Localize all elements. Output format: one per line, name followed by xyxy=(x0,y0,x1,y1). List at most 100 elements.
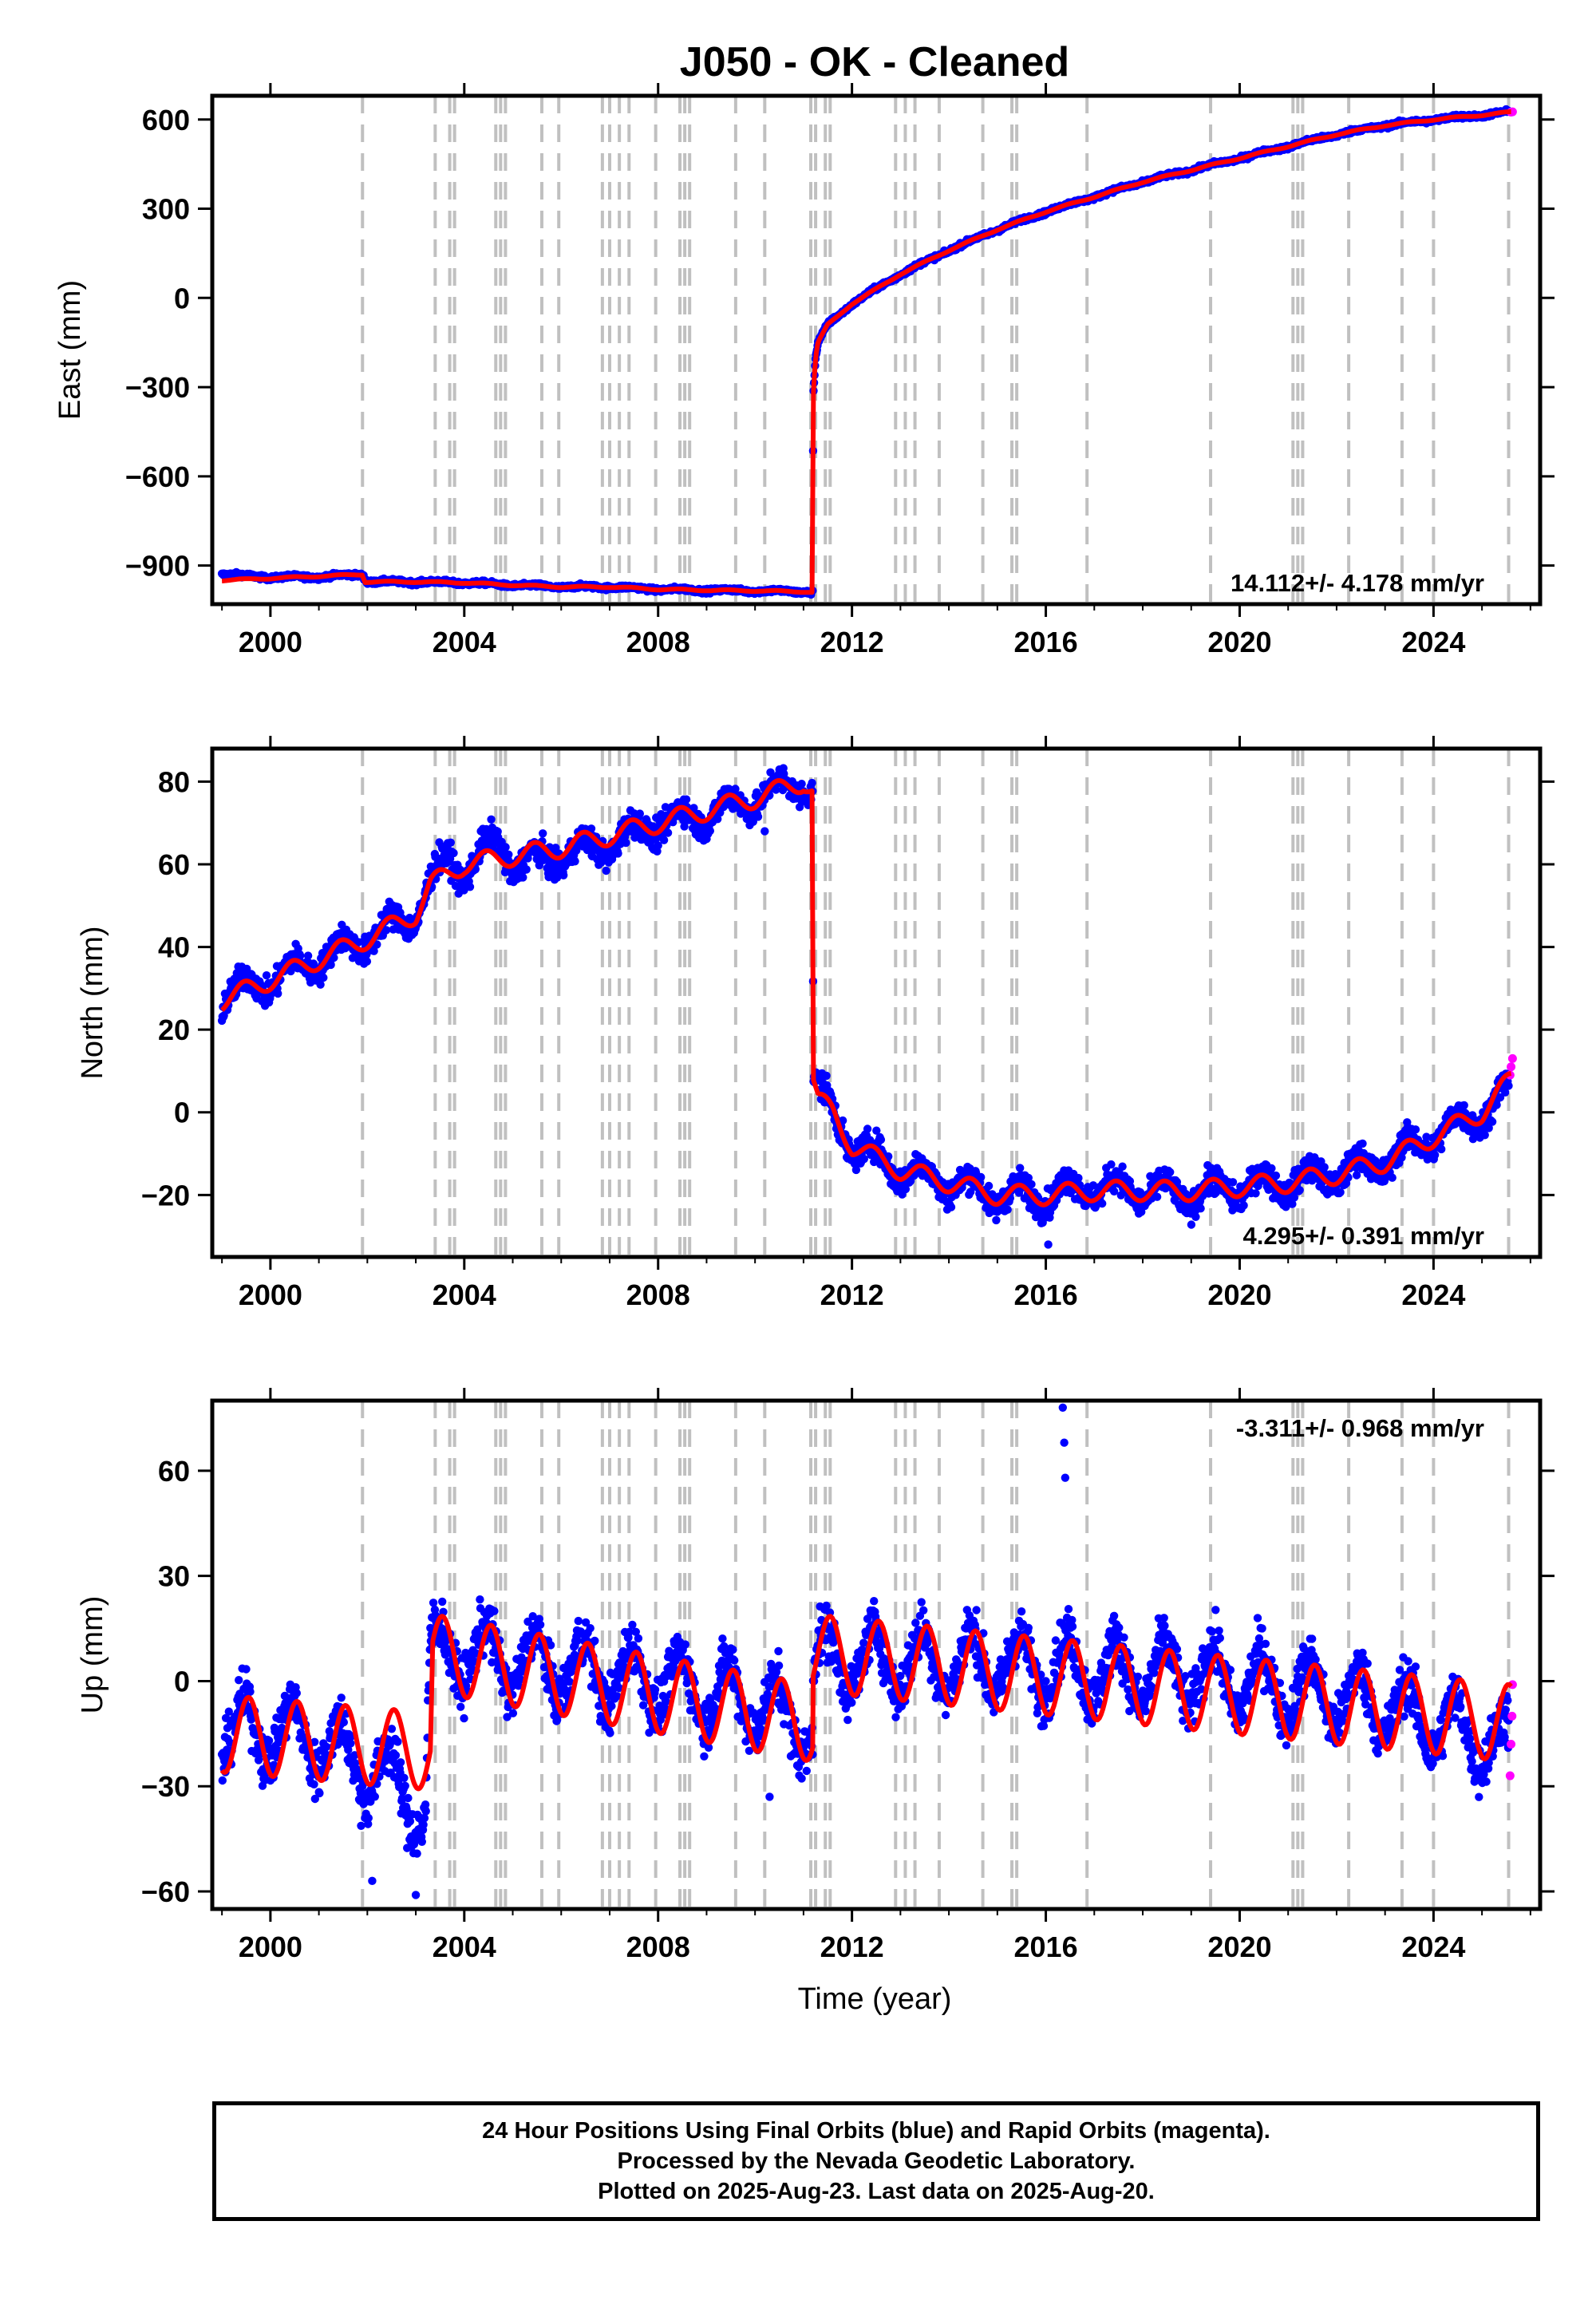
final-orbit-point xyxy=(1109,1187,1119,1196)
y-tick-label: −900 xyxy=(125,550,190,583)
final-orbit-point xyxy=(808,778,816,788)
final-orbit-point xyxy=(1107,1160,1116,1169)
chart-title: J050 - OK - Cleaned xyxy=(680,39,1069,85)
final-orbit-point xyxy=(946,1203,956,1211)
final-orbit-point xyxy=(326,960,335,970)
plot-frame xyxy=(210,93,1543,607)
final-orbit-point xyxy=(602,866,610,875)
data-points xyxy=(217,105,1517,599)
final-orbit-point xyxy=(680,822,689,831)
final-orbit-point xyxy=(901,1184,911,1194)
final-orbit-point xyxy=(795,803,804,812)
final-orbit-point xyxy=(319,973,328,982)
y-axis-label: East (mm) xyxy=(53,280,87,420)
final-orbit-point xyxy=(1267,1164,1276,1173)
final-orbit-point xyxy=(571,857,579,866)
final-orbit-point xyxy=(369,947,378,955)
final-orbit-point xyxy=(772,785,780,794)
final-orbit-point xyxy=(1118,1162,1127,1171)
x-tick-label: 2012 xyxy=(820,626,884,658)
final-orbit-point xyxy=(487,815,496,824)
final-orbit-point xyxy=(296,951,305,960)
x-tick-label: 2020 xyxy=(1207,626,1271,658)
final-orbit-point xyxy=(753,812,763,821)
final-orbit-point xyxy=(872,1126,881,1135)
final-orbit-point xyxy=(1288,1199,1297,1208)
final-orbit-point xyxy=(501,843,510,852)
final-orbit-point xyxy=(851,1165,861,1175)
model-line xyxy=(220,109,1512,595)
panel-north: 2000 2004 2008 2012 2016 2020 2024806040200−20… xyxy=(76,736,1555,1311)
final-orbit-point xyxy=(381,926,391,935)
final-orbit-point xyxy=(984,1181,994,1191)
final-orbit-point xyxy=(493,827,502,836)
final-orbit-point xyxy=(1027,1180,1036,1189)
final-orbit-point xyxy=(1024,1173,1033,1183)
y-tick-label: −300 xyxy=(125,371,190,404)
final-orbit-point xyxy=(303,951,313,960)
final-orbit-point xyxy=(876,1135,886,1144)
final-orbit-point xyxy=(838,1116,847,1125)
y-tick-label: 600 xyxy=(142,104,190,136)
y-tick-label: 0 xyxy=(174,282,190,314)
final-orbit-point xyxy=(822,1071,831,1081)
x-tick-label: 2004 xyxy=(433,626,496,658)
final-orbit-point xyxy=(1074,1173,1083,1183)
final-orbit-point xyxy=(1320,1163,1329,1172)
final-orbit-point xyxy=(373,940,381,949)
final-orbit-point xyxy=(316,980,325,989)
y-tick-label: 300 xyxy=(142,193,190,226)
final-orbit-point xyxy=(1239,1201,1248,1210)
final-orbit-point xyxy=(519,873,527,882)
final-orbit-point xyxy=(1098,1199,1107,1208)
x-tick-label: 2016 xyxy=(1014,626,1078,658)
final-orbit-point xyxy=(705,826,714,836)
final-orbit-point xyxy=(1016,1164,1025,1172)
final-orbit-point xyxy=(1251,1189,1260,1198)
final-orbit-point xyxy=(1003,1205,1012,1214)
final-orbit-point xyxy=(1228,1178,1238,1187)
data-points xyxy=(217,764,1517,1249)
final-orbit-point xyxy=(362,957,372,966)
y-tick-label: −600 xyxy=(125,460,190,493)
final-orbit-point xyxy=(689,804,698,812)
final-orbit-point xyxy=(859,1155,869,1164)
x-tick-label: 2024 xyxy=(1401,626,1465,658)
final-orbit-point xyxy=(992,1215,1001,1225)
final-orbit-point xyxy=(1271,1171,1281,1180)
final-orbit-point xyxy=(622,838,630,848)
final-orbit-point xyxy=(681,795,691,804)
final-orbit-point xyxy=(522,865,531,874)
final-orbit-point xyxy=(1295,1186,1304,1195)
final-orbit-point xyxy=(274,989,282,998)
final-orbit-point xyxy=(977,1172,986,1182)
rate-label: 14.112+/- 4.178 mm/yr xyxy=(1231,569,1484,597)
final-orbit-point xyxy=(654,841,662,850)
final-orbit-point xyxy=(1191,1212,1200,1222)
final-orbit-point xyxy=(797,780,806,788)
final-orbit-point xyxy=(587,824,596,833)
final-orbit-point xyxy=(262,971,271,980)
x-tick-label: 2008 xyxy=(626,626,690,658)
final-orbit-point xyxy=(1166,1168,1175,1177)
final-orbit-point xyxy=(663,828,673,837)
final-orbit-point xyxy=(465,883,475,891)
final-orbit-point xyxy=(713,815,722,824)
final-orbit-point xyxy=(614,849,622,858)
offset-lines xyxy=(361,96,1511,604)
final-orbit-point xyxy=(863,1124,872,1133)
panel-east: 2000 2004 2008 2012 2016 2020 2024 600 300 0 −300 −… xyxy=(53,83,1555,658)
final-orbit-point xyxy=(1187,1220,1196,1229)
final-orbit-point xyxy=(330,953,338,962)
final-orbit-point xyxy=(446,838,455,848)
final-orbit-point xyxy=(539,829,547,838)
final-orbit-point xyxy=(659,836,669,844)
final-orbit-point xyxy=(635,809,644,818)
final-orbit-point xyxy=(1290,1193,1299,1202)
final-orbit-point xyxy=(449,848,458,858)
final-orbit-point xyxy=(731,785,740,793)
final-orbit-point xyxy=(1152,1192,1162,1201)
final-orbit-point xyxy=(286,966,295,976)
x-tick-label: 2000 xyxy=(239,626,302,658)
